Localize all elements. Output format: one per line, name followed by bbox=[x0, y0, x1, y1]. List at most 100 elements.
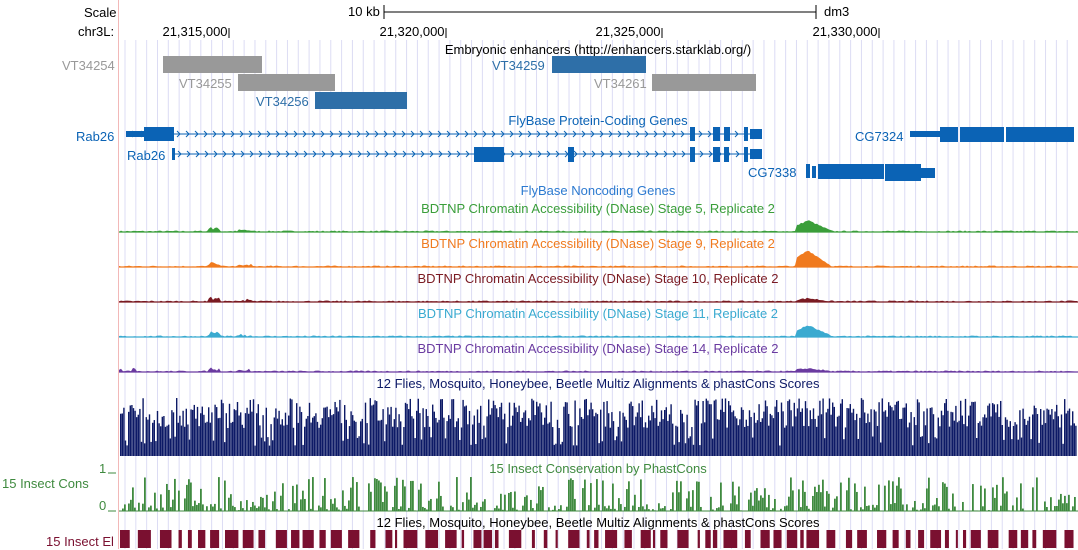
dnase-signal-tracks[interactable] bbox=[0, 205, 1078, 375]
multiz-bar bbox=[182, 411, 183, 456]
multiz-bar bbox=[821, 414, 822, 456]
cons-bar bbox=[124, 504, 126, 511]
gene-models[interactable] bbox=[0, 124, 1078, 184]
cons-bar bbox=[414, 510, 416, 511]
multiz-bar bbox=[621, 441, 622, 456]
multiz-bar bbox=[957, 422, 958, 456]
multiz-bar bbox=[848, 408, 849, 456]
cons-bar bbox=[456, 477, 458, 511]
multiz-bar bbox=[230, 423, 231, 456]
enhancer-feature[interactable] bbox=[552, 56, 646, 73]
multiz-bar bbox=[478, 423, 479, 456]
enhancer-label[interactable]: VT34261 bbox=[594, 76, 647, 91]
multiz-bar bbox=[835, 427, 836, 456]
enhancer-label[interactable]: VT34254 bbox=[62, 58, 115, 73]
multiz-bar bbox=[694, 400, 695, 456]
cons-bar bbox=[214, 504, 216, 511]
cons-bar bbox=[1022, 509, 1024, 511]
cons-bar bbox=[538, 486, 540, 511]
cons-bar bbox=[926, 488, 928, 511]
conserved-element bbox=[760, 530, 769, 548]
multiz-bar bbox=[806, 408, 807, 456]
cons-bar bbox=[260, 497, 262, 511]
cons-bar bbox=[234, 507, 236, 511]
multiz-bar bbox=[147, 420, 148, 456]
conserved-element bbox=[677, 530, 688, 548]
cons-bar bbox=[732, 482, 734, 511]
multiz-bar bbox=[901, 419, 902, 456]
multiz-bar bbox=[314, 416, 315, 456]
enhancer-feature[interactable] bbox=[163, 56, 262, 73]
multiz-bar bbox=[389, 415, 390, 456]
cons-bar bbox=[738, 487, 740, 511]
multiz-bar bbox=[662, 419, 663, 456]
cons-bar bbox=[808, 509, 810, 511]
multiz-signal[interactable] bbox=[0, 392, 1078, 460]
multiz-bar bbox=[456, 421, 457, 456]
multiz-bar bbox=[832, 403, 833, 456]
multiz-bar bbox=[392, 427, 393, 456]
multiz-bar bbox=[418, 399, 419, 456]
cons-bar bbox=[548, 507, 550, 511]
cons-bar bbox=[698, 482, 700, 511]
multiz-bar bbox=[464, 406, 465, 456]
multiz-bar bbox=[206, 422, 207, 456]
conserved-element bbox=[258, 530, 265, 548]
conserved-element bbox=[425, 530, 438, 548]
multiz-bar bbox=[170, 438, 171, 456]
cons-bar bbox=[814, 487, 816, 511]
multiz-bar bbox=[834, 407, 835, 456]
cons-bar bbox=[992, 487, 994, 511]
elements-blocks[interactable] bbox=[0, 530, 1078, 550]
enhancer-feature[interactable] bbox=[652, 74, 756, 91]
cons-bar bbox=[228, 498, 230, 511]
cons-bar bbox=[268, 509, 270, 511]
multiz-bar bbox=[989, 403, 990, 456]
multiz-bar bbox=[686, 415, 687, 456]
cons-bar bbox=[482, 502, 484, 511]
cons-bar bbox=[232, 506, 234, 511]
enhancer-label[interactable]: VT34259 bbox=[492, 58, 545, 73]
cons-signal[interactable] bbox=[0, 472, 1078, 512]
cons-bar bbox=[192, 506, 194, 511]
enhancer-label[interactable]: VT34255 bbox=[179, 76, 232, 91]
multiz-bar bbox=[258, 404, 259, 456]
multiz-bar bbox=[451, 399, 452, 456]
multiz-bar bbox=[146, 417, 147, 456]
multiz-bar bbox=[1050, 415, 1051, 456]
multiz-bar bbox=[442, 399, 443, 456]
multiz-bar bbox=[1054, 412, 1055, 456]
multiz-bar bbox=[294, 445, 295, 456]
cons-bar bbox=[536, 503, 538, 511]
cons-bar bbox=[604, 506, 606, 511]
multiz-bar bbox=[424, 427, 425, 456]
multiz-bar bbox=[405, 403, 406, 456]
multiz-bar bbox=[352, 415, 353, 456]
cons-bar bbox=[712, 510, 714, 511]
multiz-bar bbox=[226, 413, 227, 456]
enhancer-feature[interactable] bbox=[315, 92, 407, 109]
multiz-bar bbox=[563, 407, 564, 456]
cons-bar bbox=[194, 501, 196, 511]
multiz-bar bbox=[787, 401, 788, 456]
multiz-bar bbox=[373, 405, 374, 456]
cons-bar bbox=[854, 483, 856, 511]
dnase-signal bbox=[119, 251, 1078, 267]
multiz-bar bbox=[499, 407, 500, 456]
multiz-bar bbox=[816, 427, 817, 456]
multiz-bar bbox=[582, 419, 583, 456]
cons-bar bbox=[860, 507, 862, 511]
cons-bar bbox=[502, 510, 504, 511]
enhancer-label[interactable]: VT34256 bbox=[256, 94, 309, 109]
multiz-bar bbox=[808, 426, 809, 456]
conserved-element bbox=[930, 530, 941, 548]
cons-bar bbox=[132, 487, 134, 511]
multiz-bar bbox=[310, 423, 311, 456]
cons-bar bbox=[892, 481, 894, 511]
enhancer-feature[interactable] bbox=[238, 74, 335, 91]
multiz-bar bbox=[728, 401, 729, 456]
multiz-bar bbox=[574, 401, 575, 456]
cons-bar bbox=[894, 503, 896, 511]
multiz-bar bbox=[987, 406, 988, 456]
